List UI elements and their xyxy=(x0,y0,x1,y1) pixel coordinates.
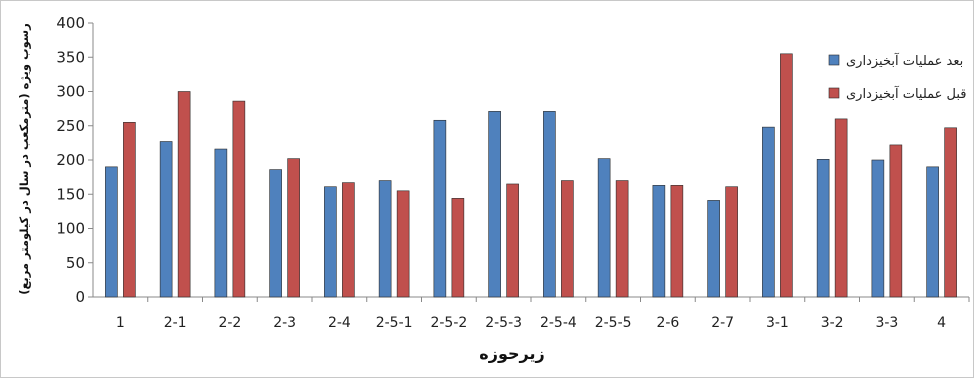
bar-after xyxy=(159,141,173,298)
x-tick-label: 1 xyxy=(116,315,125,331)
x-axis: 1 2-1 2-2 2-3 2-4 2-5-1 2-5-2 2-5-3 2-5-4 2-5-5 2-… xyxy=(93,296,970,331)
bar-after xyxy=(707,200,720,298)
x-tick-label: 2-3 xyxy=(273,315,296,331)
bar-after xyxy=(488,111,501,298)
bar-before xyxy=(561,180,574,298)
y-tick-label: 400 xyxy=(56,14,85,32)
bar-before xyxy=(944,127,957,298)
bar-after xyxy=(324,186,337,298)
x-tick-label: 3-2 xyxy=(821,315,844,331)
y-axis-title: رسوب ویژه (مترمکعب در سال در کیلومتر مرب… xyxy=(17,23,32,294)
x-axis-title: زیرحوزه xyxy=(479,344,544,363)
x-tick-label: 3-3 xyxy=(875,315,898,331)
bar-after xyxy=(871,159,885,298)
bar-after xyxy=(652,185,666,298)
bar-before xyxy=(451,198,465,298)
bar-after xyxy=(597,158,611,298)
x-tick-label: 2-5-5 xyxy=(595,315,632,331)
legend: بعد عملیات آبخیزداری قبل عملیات آبخیزداری xyxy=(828,52,967,102)
bar-after xyxy=(433,119,447,298)
legend-swatch xyxy=(828,54,840,66)
bars xyxy=(105,53,957,298)
bar-before xyxy=(889,144,903,298)
x-tick-label: 2-5-1 xyxy=(376,315,413,331)
x-tick-label: 2-5-4 xyxy=(540,315,577,331)
bar-after xyxy=(105,166,118,298)
y-tick-label: 150 xyxy=(56,185,85,203)
legend-label: قبل عملیات آبخیزداری xyxy=(846,85,967,102)
x-tick-label: 2-1 xyxy=(164,315,187,331)
x-tick-label: 2-4 xyxy=(328,315,351,331)
bar-before xyxy=(725,186,738,298)
y-axis: 0 50 100 150 200 250 300 350 400 xyxy=(56,14,94,306)
bar-before xyxy=(396,190,410,298)
bar-before xyxy=(342,182,355,298)
y-tick-label: 300 xyxy=(56,83,85,101)
bar-after xyxy=(269,169,282,298)
bar-before xyxy=(177,91,191,298)
x-tick-label: 2-2 xyxy=(218,315,241,331)
bar-before xyxy=(615,180,629,298)
x-tick-label: 4 xyxy=(937,315,946,331)
y-tick-label: 350 xyxy=(56,48,85,66)
x-tick-label: 2-6 xyxy=(656,315,679,331)
bar-before xyxy=(123,122,136,298)
legend-label: بعد عملیات آبخیزداری xyxy=(846,52,963,69)
bar-before xyxy=(834,118,848,298)
y-tick-label: 100 xyxy=(56,220,85,238)
y-tick-label: 0 xyxy=(75,288,85,306)
x-tick-label: 2-7 xyxy=(711,315,734,331)
legend-swatch xyxy=(828,87,840,99)
bar-before xyxy=(506,183,519,298)
bar-after xyxy=(214,148,228,298)
y-tick-label: 250 xyxy=(56,117,85,135)
x-tick-label: 2-5-2 xyxy=(430,315,467,331)
bar-after xyxy=(378,180,392,298)
y-tick-label: 50 xyxy=(66,254,85,272)
bar-before xyxy=(287,158,300,298)
bar-after xyxy=(543,111,556,298)
bar-after xyxy=(926,166,939,298)
x-tick-label: 3-1 xyxy=(766,315,789,331)
bar-after xyxy=(762,126,775,298)
bar-after xyxy=(816,159,830,298)
x-tick-label: 2-5-3 xyxy=(485,315,522,331)
bar-before xyxy=(232,100,246,298)
y-tick-label: 200 xyxy=(56,151,85,169)
bar-before xyxy=(670,185,684,298)
bar-before xyxy=(780,53,793,298)
